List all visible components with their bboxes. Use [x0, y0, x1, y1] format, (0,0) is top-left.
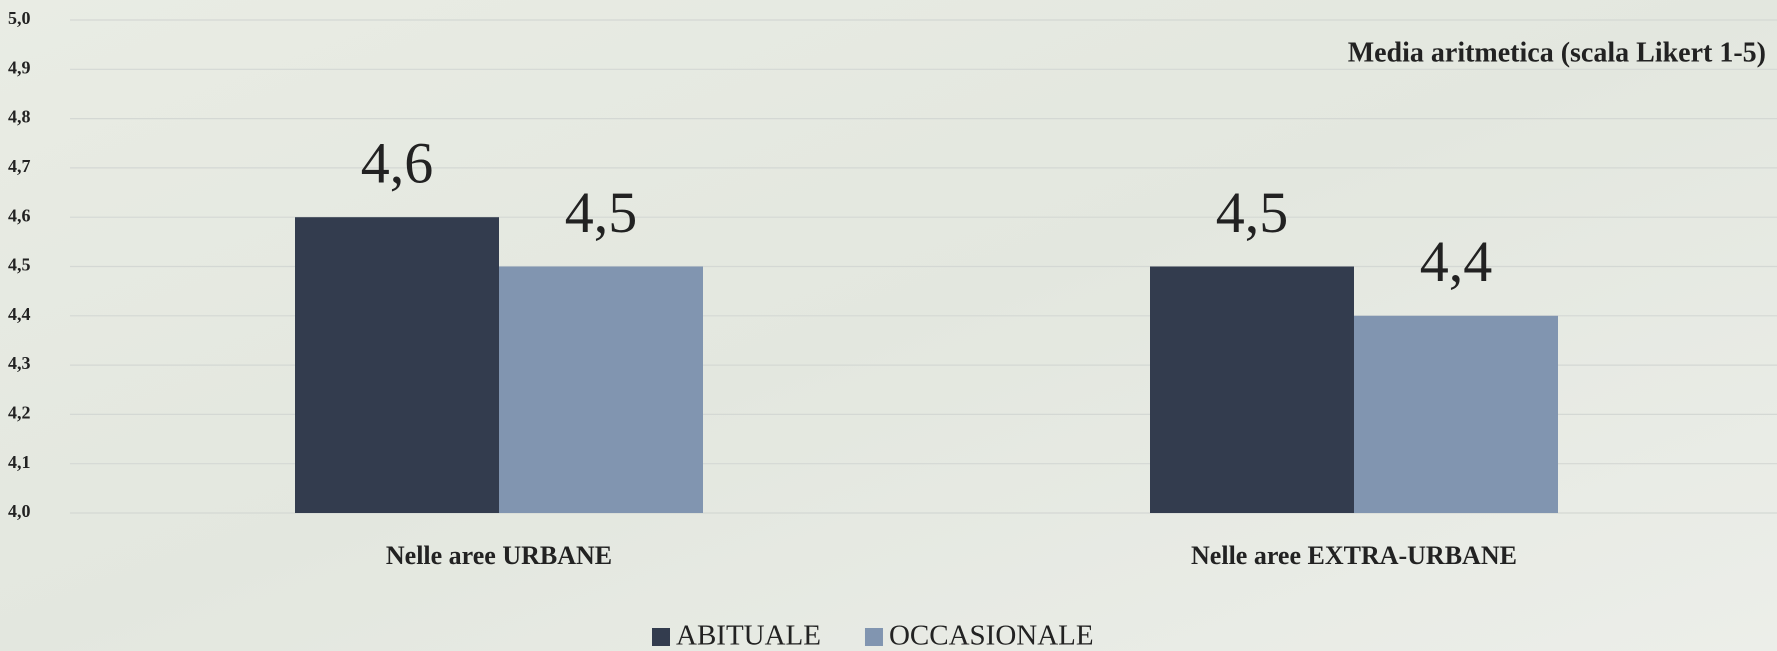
value-label: 4,6 [361, 131, 434, 196]
value-label: 4,4 [1420, 229, 1493, 294]
value-label: 4,5 [565, 180, 638, 245]
value-label: 4,5 [1216, 180, 1289, 245]
chart-title: Media aritmetica (scala Likert 1-5) [1348, 37, 1766, 68]
y-tick-label: 4,9 [8, 57, 31, 77]
legend-label: OCCASIONALE [889, 620, 1094, 651]
legend-swatch [652, 628, 670, 646]
y-tick-label: 4,2 [8, 403, 31, 423]
y-tick-label: 4,4 [8, 304, 31, 324]
y-tick-label: 4,0 [8, 501, 31, 521]
bar [1150, 266, 1354, 513]
y-tick-label: 4,6 [8, 205, 31, 225]
y-tick-label: 4,8 [8, 107, 31, 127]
x-tick-label: Nelle aree EXTRA-URBANE [1191, 541, 1517, 570]
bar [295, 217, 499, 513]
y-tick-label: 4,7 [8, 156, 31, 176]
y-tick-label: 4,3 [8, 353, 31, 373]
bar [499, 266, 703, 513]
y-tick-label: 4,1 [8, 452, 31, 472]
bar [1354, 315, 1558, 513]
legend-label: ABITUALE [676, 620, 821, 651]
legend-swatch [864, 628, 883, 646]
y-tick-label: 5,0 [8, 8, 31, 28]
y-tick-label: 4,5 [8, 255, 31, 275]
x-tick-label: Nelle aree URBANE [386, 541, 612, 570]
